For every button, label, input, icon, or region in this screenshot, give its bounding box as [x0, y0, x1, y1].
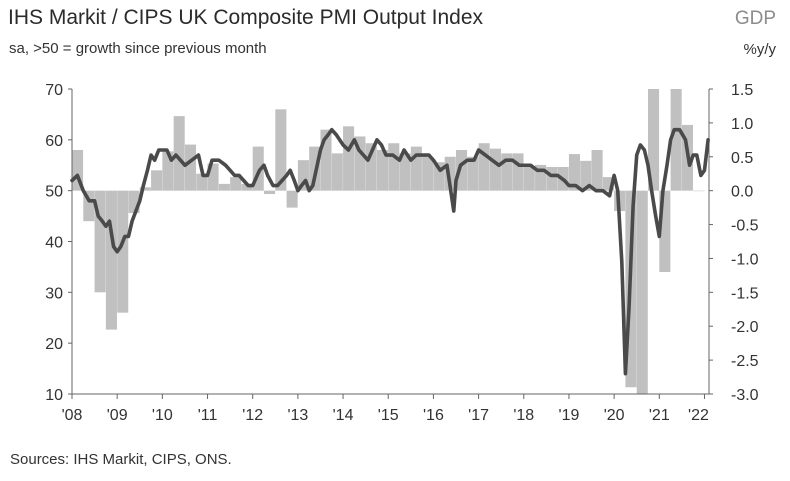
gdp-bar	[297, 160, 309, 191]
gdp-bar	[636, 190, 648, 394]
x-tick-label: '15	[378, 407, 399, 424]
x-tick-label: '18	[513, 407, 534, 424]
left-tick-label: 50	[45, 184, 63, 201]
gdp-bar	[523, 166, 535, 191]
gdp-bar	[568, 154, 581, 191]
x-tick-label: '08	[62, 407, 83, 424]
gdp-bar	[535, 164, 547, 191]
gdp-bar	[241, 183, 253, 191]
gdp-bar	[72, 150, 84, 191]
right-tick-label: -1.5	[731, 285, 759, 302]
x-tick-label: '11	[198, 407, 218, 424]
gdp-bar	[173, 116, 185, 191]
chart-title: IHS Markit / CIPS UK Composite PMI Outpu…	[8, 6, 483, 29]
left-tick-label: 20	[45, 336, 63, 353]
gdp-bar	[105, 190, 117, 330]
left-tick-label: 30	[45, 285, 63, 302]
gdp-bar	[218, 183, 230, 191]
gdp-bar	[94, 190, 106, 293]
gdp-bar	[286, 190, 298, 208]
gdp-bar	[264, 190, 276, 195]
gdp-bar	[501, 153, 513, 191]
right-tick-label: 0.0	[731, 184, 753, 201]
gdp-bar	[196, 173, 208, 191]
right-tick-label: 1.0	[731, 116, 753, 133]
gdp-bar	[388, 143, 400, 191]
gdp-bar	[139, 187, 151, 191]
x-tick-label: '16	[423, 407, 444, 424]
gdp-bar	[546, 166, 558, 191]
x-tick-label: '10	[152, 407, 173, 424]
right-tick-label: 0.5	[731, 150, 753, 167]
left-tick-label: 60	[45, 133, 63, 150]
gdp-bar	[444, 156, 456, 191]
pmi-line	[70, 127, 710, 376]
gdp-bar	[512, 153, 524, 191]
gdp-bar	[433, 162, 445, 191]
gdp-bars	[72, 89, 705, 394]
gdp-bar	[591, 150, 603, 191]
gdp-bar	[670, 89, 682, 191]
x-tick-label: '13	[287, 407, 308, 424]
gdp-bar	[252, 146, 264, 191]
gdp-bar	[117, 190, 129, 313]
gdp-bar	[83, 190, 95, 222]
x-tick-label: '19	[559, 407, 580, 424]
gdp-bar	[410, 146, 422, 191]
chart-axes	[68, 88, 713, 399]
gdp-bar	[602, 177, 614, 191]
gdp-bar	[693, 190, 705, 192]
chart-subtitle: sa, >50 = growth since previous month	[9, 40, 267, 57]
gdp-bar	[151, 170, 163, 191]
right-axis-unit: %y/y	[743, 41, 776, 58]
x-tick-label: '12	[242, 407, 263, 424]
gdp-bar	[354, 136, 366, 191]
gdp-bar	[275, 109, 287, 191]
gdp-bar	[456, 150, 468, 191]
gdp-bar	[184, 144, 197, 191]
tick-labels: 10 20 30 40 50 60 70 -3.0 -2.5 -2.0 -1.5 -1.0 -0.5 0.…	[45, 82, 758, 424]
gdp-bar	[422, 156, 434, 191]
gdp-bar	[648, 89, 660, 191]
gdp-bar	[207, 163, 219, 191]
right-tick-label: -2.0	[731, 319, 759, 336]
right-tick-label: -2.5	[731, 353, 759, 370]
gdp-bar	[230, 177, 242, 191]
left-tick-label: 40	[45, 235, 63, 252]
x-tick-label: '22	[688, 407, 709, 424]
gdp-bar	[320, 129, 332, 191]
gdp-bar	[343, 126, 355, 191]
x-tick-label: '20	[604, 407, 625, 424]
x-tick-label: '21	[649, 407, 670, 424]
x-tick-label: '09	[107, 407, 128, 424]
right-axis-title: GDP	[734, 8, 776, 29]
x-tick-label: '14	[333, 407, 354, 424]
x-tick-label: '17	[468, 407, 489, 424]
right-tick-label: -3.0	[731, 387, 759, 404]
right-tick-label: -1.0	[731, 251, 759, 268]
gdp-bar	[659, 190, 671, 272]
gdp-bar	[365, 143, 377, 191]
gdp-bar	[489, 148, 501, 191]
gdp-bar	[128, 190, 140, 214]
pmi-series-line	[70, 127, 710, 376]
source-note: Sources: IHS Markit, CIPS, ONS.	[10, 451, 232, 468]
gdp-bar	[478, 143, 490, 191]
right-tick-label: -0.5	[731, 218, 759, 235]
right-tick-label: 1.5	[731, 82, 753, 99]
left-tick-label: 10	[45, 387, 63, 404]
gdp-bar	[376, 150, 389, 191]
gdp-bar	[580, 160, 592, 191]
gdp-bar	[162, 151, 174, 191]
gdp-bar	[331, 153, 343, 191]
gdp-bar	[467, 156, 479, 191]
left-tick-label: 70	[45, 82, 63, 99]
gdp-bar	[399, 153, 411, 191]
